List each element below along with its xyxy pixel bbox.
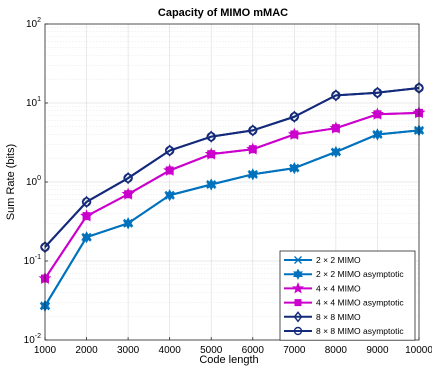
series <box>40 83 424 252</box>
series-marker <box>248 145 257 154</box>
y-tick-label: 10-2 <box>24 333 41 346</box>
series-marker <box>289 161 300 175</box>
legend-label: 2 × 2 MIMO asymptotic <box>316 269 404 279</box>
x-tick-label: 7000 <box>283 345 306 356</box>
series-marker <box>81 197 92 207</box>
series-marker <box>293 326 303 336</box>
series-marker <box>372 128 383 141</box>
series-marker <box>81 231 92 244</box>
series-line <box>44 86 420 248</box>
series-marker <box>289 112 300 122</box>
legend-label: 8 × 8 MIMO asymptotic <box>316 326 404 336</box>
series-marker <box>330 89 341 102</box>
series-marker <box>207 150 216 159</box>
y-tick-label: 10-1 <box>24 254 41 267</box>
series-layer <box>38 81 426 313</box>
legend-entry: 4 × 4 MIMO asymptotic <box>284 298 404 308</box>
x-axis-label: Code length <box>199 354 258 366</box>
series-marker <box>165 166 174 175</box>
series-marker <box>124 190 133 199</box>
chart-title: Capacity of MIMO mMAC <box>158 7 288 19</box>
series-marker <box>373 110 382 119</box>
series-marker <box>294 299 302 307</box>
series-marker <box>331 124 340 133</box>
legend-entry: 8 × 8 MIMO <box>284 311 361 323</box>
legend-entry: 2 × 2 MIMO asymptotic <box>284 268 404 280</box>
x-tick-label: 4000 <box>159 345 182 356</box>
legend-entry: 2 × 2 MIMO <box>284 255 361 265</box>
series-line <box>44 129 420 307</box>
x-tick-label: 3000 <box>117 345 140 356</box>
legend-label: 8 × 8 MIMO <box>316 312 361 322</box>
legend-label: 4 × 4 MIMO <box>316 283 361 293</box>
series-marker <box>293 268 303 280</box>
legend: 2 × 2 MIMO 2 × 2 MIMO asymptotic 4 × 4 MIM… <box>279 250 416 341</box>
x-tick-label: 10000 <box>405 345 432 356</box>
series-marker <box>164 189 175 202</box>
series-marker <box>372 88 383 98</box>
axis-ticks: 1000 2000 3000 4000 5000 6000 7000 8000 9000 1000… <box>24 17 432 356</box>
legend-label: 2 × 2 MIMO <box>316 255 361 265</box>
series-marker <box>291 282 305 294</box>
x-tick-label: 8000 <box>325 345 348 356</box>
x-tick-label: 6000 <box>242 345 265 356</box>
legend-entry: 4 × 4 MIMO <box>284 282 361 294</box>
legend-label: 4 × 4 MIMO asymptotic <box>316 298 404 308</box>
series-marker <box>293 311 303 323</box>
x-tick-label: 1000 <box>34 345 57 356</box>
series-marker <box>248 125 258 136</box>
series-marker <box>330 145 342 159</box>
y-tick-label: 101 <box>26 96 41 109</box>
legend-box <box>279 250 416 341</box>
series-marker <box>123 173 133 183</box>
series-marker <box>290 130 299 139</box>
series-marker <box>205 178 217 191</box>
series-marker <box>294 256 302 264</box>
series-marker <box>206 131 216 142</box>
x-tick-label: 2000 <box>75 345 98 356</box>
x-tick-label: 5000 <box>200 345 223 356</box>
series-marker <box>247 168 259 181</box>
series <box>40 81 424 254</box>
series-line <box>44 111 420 280</box>
series-marker <box>82 212 91 221</box>
series-marker <box>331 90 341 101</box>
y-axis-label: Sum Rate (bits) <box>5 144 17 220</box>
series-marker <box>164 145 175 156</box>
legend-entry: 8 × 8 MIMO asymptotic <box>284 326 404 336</box>
x-tick-label: 9000 <box>366 345 389 356</box>
series-marker <box>206 130 217 143</box>
series-marker <box>122 217 134 230</box>
y-tick-label: 102 <box>26 17 41 30</box>
series-marker <box>372 86 383 99</box>
y-tick-label: 100 <box>26 175 41 188</box>
